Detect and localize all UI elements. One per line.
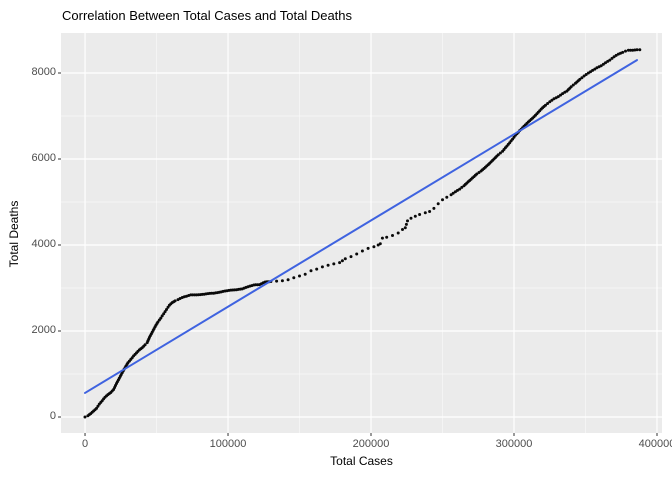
data-point bbox=[391, 234, 394, 237]
x-tick-label: 300000 bbox=[495, 438, 533, 450]
data-point bbox=[173, 299, 177, 303]
data-point bbox=[83, 415, 87, 419]
data-point bbox=[298, 274, 301, 278]
data-point bbox=[423, 211, 427, 215]
data-point bbox=[332, 262, 336, 266]
data-point bbox=[635, 48, 639, 52]
data-point bbox=[614, 53, 618, 57]
data-point bbox=[441, 198, 444, 202]
data-point bbox=[380, 236, 384, 240]
data-point bbox=[561, 92, 565, 96]
data-point bbox=[432, 206, 436, 210]
data-point bbox=[548, 100, 552, 104]
x-axis-title: Total Cases bbox=[330, 454, 393, 468]
x-tick-label: 400000 bbox=[638, 438, 672, 450]
data-point bbox=[498, 151, 502, 155]
data-point bbox=[445, 195, 449, 199]
data-point bbox=[436, 202, 440, 206]
data-point bbox=[372, 245, 376, 249]
data-point bbox=[451, 191, 455, 195]
data-point bbox=[580, 76, 584, 80]
data-point bbox=[366, 246, 370, 250]
data-point bbox=[401, 228, 404, 231]
data-point bbox=[475, 172, 479, 176]
data-point bbox=[96, 404, 100, 408]
data-point bbox=[159, 316, 163, 320]
x-tick-label: 100000 bbox=[209, 438, 247, 450]
data-point bbox=[360, 249, 364, 253]
y-tick-label: 2000 bbox=[31, 324, 56, 336]
data-point bbox=[629, 48, 632, 52]
data-point bbox=[626, 48, 630, 52]
data-point bbox=[571, 83, 575, 87]
y-tick-label: 4000 bbox=[31, 237, 56, 250]
data-point bbox=[385, 235, 389, 239]
data-point bbox=[349, 255, 353, 259]
data-point bbox=[396, 231, 400, 235]
data-point bbox=[378, 242, 382, 246]
data-point bbox=[143, 343, 147, 347]
data-point bbox=[608, 58, 612, 62]
data-point bbox=[286, 278, 290, 282]
data-point bbox=[496, 153, 500, 157]
data-point bbox=[591, 68, 595, 72]
trend-line bbox=[84, 59, 638, 394]
data-point bbox=[275, 279, 279, 283]
data-point bbox=[409, 216, 413, 220]
data-point bbox=[338, 261, 342, 265]
data-point bbox=[638, 48, 642, 52]
data-point bbox=[355, 252, 359, 256]
y-tick-label: 6000 bbox=[31, 151, 56, 164]
data-point bbox=[343, 257, 347, 261]
data-point bbox=[604, 61, 607, 65]
data-point bbox=[326, 263, 330, 267]
data-point bbox=[320, 265, 324, 269]
data-point bbox=[449, 193, 453, 197]
data-point bbox=[599, 64, 603, 68]
data-point bbox=[406, 219, 409, 223]
data-point bbox=[584, 73, 588, 76]
data-point bbox=[160, 314, 164, 318]
data-point bbox=[477, 171, 481, 174]
data-point bbox=[460, 185, 464, 189]
data-point bbox=[456, 188, 459, 192]
chart-title: Correlation Between Total Cases and Tota… bbox=[62, 8, 353, 23]
x-tick-label: 200000 bbox=[352, 438, 390, 450]
data-point bbox=[403, 226, 407, 230]
data-point bbox=[404, 222, 408, 226]
data-point bbox=[280, 279, 284, 283]
data-point bbox=[569, 85, 573, 89]
data-point bbox=[578, 77, 582, 81]
data-point bbox=[624, 49, 627, 53]
data-point bbox=[428, 210, 432, 213]
data-point bbox=[556, 95, 560, 99]
plot-panel bbox=[61, 33, 662, 433]
data-point bbox=[315, 267, 319, 271]
data-point bbox=[559, 93, 562, 97]
data-point bbox=[621, 50, 625, 54]
data-point bbox=[550, 98, 554, 102]
data-point bbox=[544, 103, 547, 107]
data-point bbox=[582, 74, 586, 78]
data-point bbox=[162, 312, 166, 316]
scatter-points bbox=[83, 48, 642, 419]
data-point bbox=[413, 214, 417, 218]
data-point bbox=[303, 272, 307, 276]
y-tick-label: 8000 bbox=[31, 65, 56, 78]
data-point bbox=[340, 259, 344, 263]
data-point bbox=[418, 213, 422, 216]
data-point bbox=[546, 102, 550, 105]
data-point bbox=[165, 308, 168, 311]
data-point bbox=[292, 276, 296, 280]
data-point bbox=[610, 56, 614, 60]
data-point bbox=[309, 269, 313, 273]
y-tick-label: 0 bbox=[49, 410, 56, 422]
data-point bbox=[601, 62, 605, 66]
data-point bbox=[458, 187, 462, 191]
data-point bbox=[633, 48, 637, 52]
x-tick-label: 0 bbox=[81, 438, 89, 450]
